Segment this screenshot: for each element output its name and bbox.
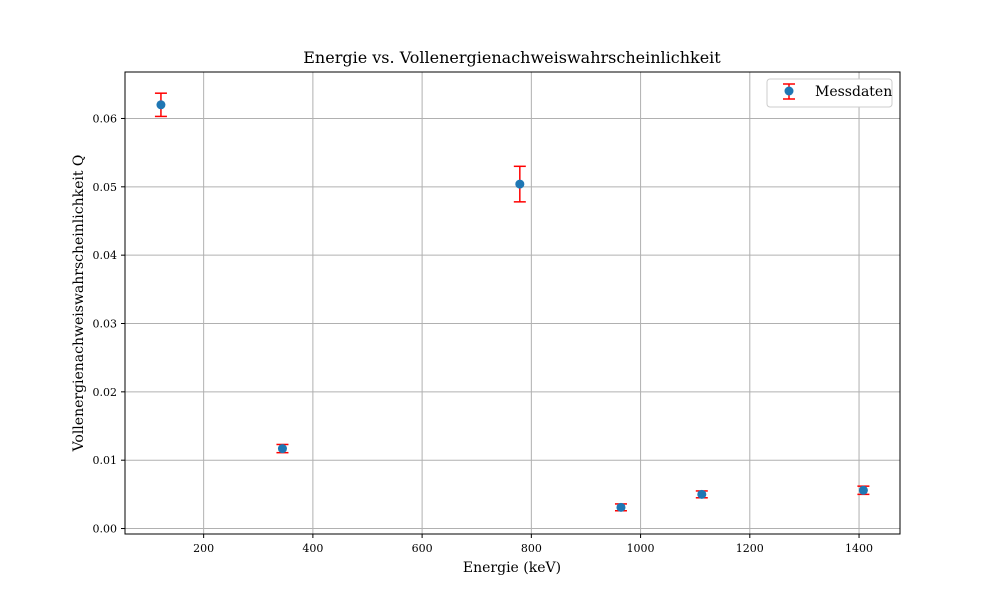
grid	[125, 72, 900, 534]
y-tick-label: 0.03	[93, 318, 118, 331]
legend-marker-icon	[784, 86, 794, 96]
x-tick-label: 400	[302, 542, 323, 555]
y-axis-ticks: 0.00 0.01 0.02 0.03 0.04 0.05 0.06	[93, 112, 125, 536]
x-tick-label: 800	[521, 542, 542, 555]
y-tick-label: 0.05	[93, 181, 118, 194]
data-points	[156, 100, 868, 512]
x-tick-label: 200	[193, 542, 214, 555]
error-bars	[154, 92, 870, 512]
y-tick-label: 0.04	[93, 249, 118, 262]
data-point	[858, 485, 868, 495]
data-point	[697, 489, 707, 499]
x-axis-ticks: 200 400 600 800 1000 1200 1400	[193, 534, 873, 555]
y-axis-label: Vollenergienachweiswahrscheinlichkeit Q	[71, 155, 87, 453]
x-tick-label: 1400	[845, 542, 873, 555]
x-tick-label: 1200	[736, 542, 764, 555]
y-tick-label: 0.00	[93, 523, 118, 536]
x-tick-label: 1000	[627, 542, 655, 555]
legend: Messdaten	[766, 78, 893, 108]
legend-box	[766, 78, 893, 108]
data-point	[616, 502, 626, 512]
y-tick-label: 0.02	[93, 386, 118, 399]
data-point	[277, 444, 287, 454]
x-tick-label: 600	[412, 542, 433, 555]
data-point	[156, 100, 166, 110]
x-axis-label: Energie (keV)	[463, 560, 561, 576]
plot-frame	[124, 71, 901, 535]
y-tick-label: 0.01	[93, 454, 118, 467]
chart-title: Energie vs. Vollenergienachweiswahrschei…	[303, 48, 721, 67]
data-point	[515, 179, 525, 189]
legend-label: Messdaten	[815, 84, 892, 100]
y-tick-label: 0.06	[93, 112, 118, 125]
